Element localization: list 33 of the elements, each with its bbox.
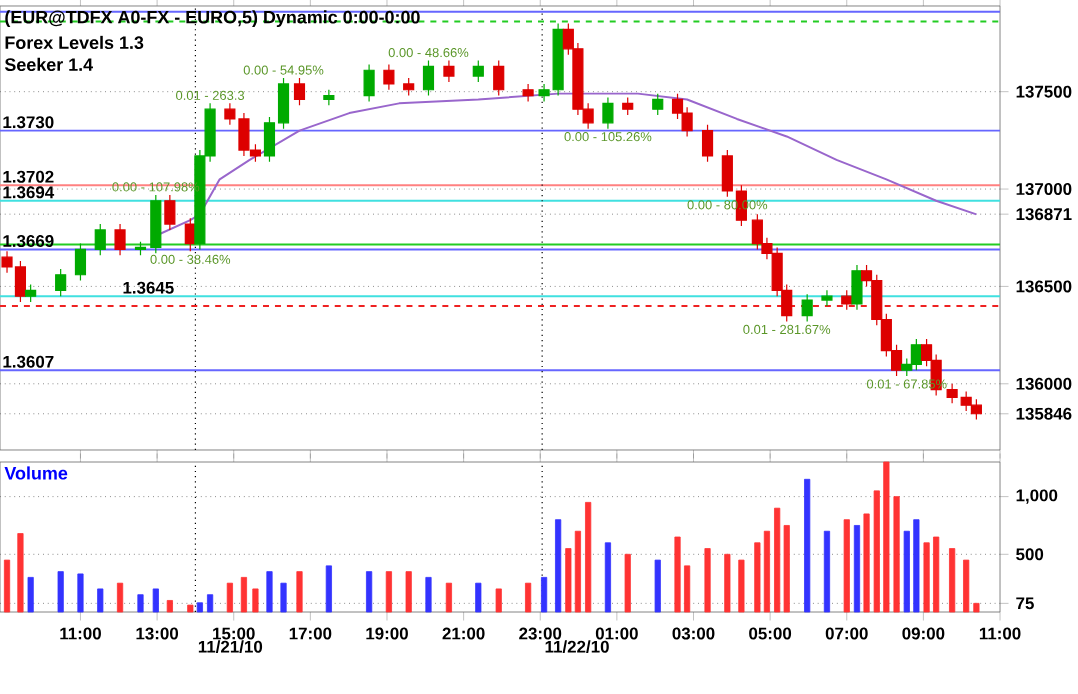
y-tick-label: 500 (1016, 548, 1044, 561)
x-tick-label: 15:00 (213, 627, 255, 640)
y-tick-label: 135846 (1016, 407, 1072, 420)
y-tick-label: 137500 (1016, 85, 1072, 98)
annotation: 1.3645 (123, 281, 174, 294)
chart-title: (EUR@TDFX A0-FX - EURO,5) Dynamic 0:00-0:00 (5, 10, 420, 28)
x-tick-label: 01:00 (595, 627, 638, 640)
x-tick-label: 13:00 (136, 627, 179, 640)
x-tick-label: 11:00 (979, 627, 1021, 640)
x-tick-label: 19:00 (366, 627, 408, 640)
x-tick-label: 03:00 (672, 627, 715, 640)
text: 11/21/10 (198, 640, 263, 653)
x-tick-label: 23:00 (519, 627, 562, 640)
y-tick-label: 75 (1016, 597, 1034, 610)
x-tick-label: 05:00 (749, 627, 792, 640)
x-tick-label: 07:00 (825, 627, 868, 640)
y-tick-label: 136000 (1016, 377, 1072, 390)
x-tick-label: 11:00 (60, 627, 101, 640)
chart-title: Volume (4, 466, 68, 480)
x-tick-label: 21:00 (442, 627, 485, 640)
annotation: Forex Levels 1.3 (5, 35, 144, 50)
text: 11/22/10 (545, 640, 609, 653)
x-tick-label: 17:00 (289, 627, 332, 640)
y-tick-label: 1,000 (1016, 489, 1058, 504)
x-tick-label: 09:00 (902, 627, 945, 640)
annotation: 1.3694 (3, 186, 55, 199)
annotation: 1.3607 (3, 355, 54, 368)
y-tick-label: 136871 (1016, 208, 1072, 221)
annotation: Seeker 1.4 (4, 57, 93, 71)
y-tick-label: 137000 (1016, 183, 1072, 196)
y-tick-label: 136500 (1016, 280, 1072, 293)
annotation: 1.3730 (3, 116, 54, 129)
annotation: 1.3702 (3, 170, 54, 183)
